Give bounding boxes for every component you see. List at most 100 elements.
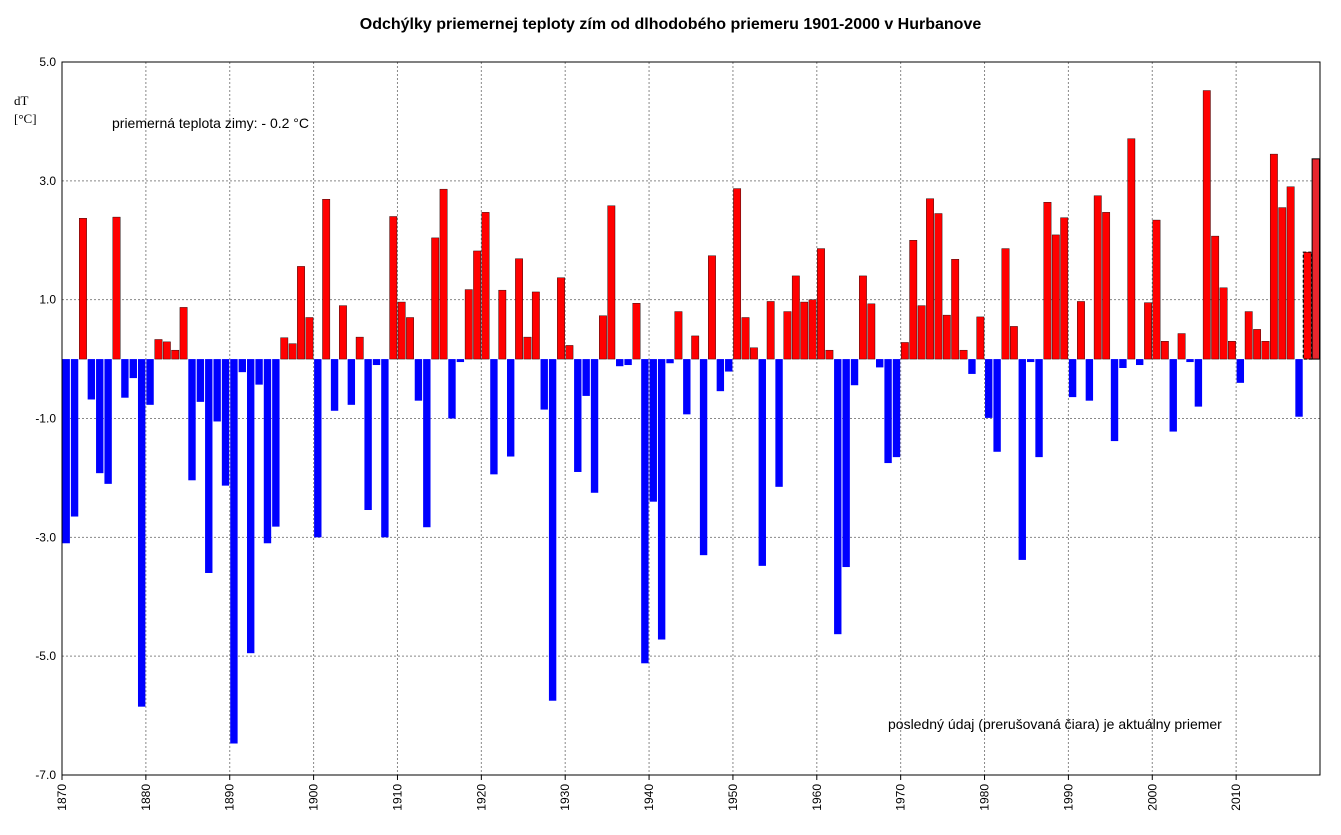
bar-1966 <box>867 303 876 360</box>
bar-1998 <box>1135 359 1144 366</box>
bar-1917 <box>456 359 465 363</box>
x-tick-label: 2000 <box>1145 784 1159 811</box>
bar-1921 <box>490 359 498 475</box>
bar-1919 <box>473 250 482 360</box>
y-tick-label: 1.0 <box>39 293 56 307</box>
y-tick-label: 5.0 <box>39 55 56 69</box>
bar-1961 <box>825 349 834 360</box>
bar-1896 <box>280 337 289 360</box>
bar-1965 <box>859 275 867 360</box>
x-tick-label: 1870 <box>55 784 69 811</box>
bar-1987 <box>1043 202 1052 360</box>
bar-1989 <box>1060 217 1069 360</box>
x-tick-label: 1920 <box>474 784 488 811</box>
x-tick-label: 1960 <box>810 784 824 811</box>
bar-1959 <box>808 299 817 360</box>
bar-1985 <box>1026 359 1035 363</box>
bar-1932 <box>582 359 590 396</box>
bar-1895 <box>272 359 280 527</box>
bar-1941 <box>657 359 666 640</box>
bar-1935 <box>607 205 616 360</box>
bar-1974 <box>934 213 943 360</box>
bar-2004 <box>1186 359 1194 363</box>
bar-1952 <box>750 347 758 360</box>
bar-1982 <box>1001 248 1010 360</box>
x-tick-label: 1940 <box>642 784 656 811</box>
bar-1872 <box>79 218 87 360</box>
bar-1874 <box>96 359 104 474</box>
y-axis-label-unit: [°C] <box>14 111 37 126</box>
bar-2010 <box>1236 359 1245 383</box>
x-tick-label: 1880 <box>139 784 153 811</box>
bar-1879 <box>137 359 146 707</box>
bar-2009 <box>1228 341 1236 360</box>
bar-2007 <box>1211 235 1220 360</box>
bar-1940 <box>649 359 657 502</box>
bar-1979 <box>976 316 985 360</box>
bar-1999 <box>1144 302 1152 360</box>
bar-1882 <box>162 341 171 360</box>
bar-series <box>62 90 1320 744</box>
x-tick-label: 1890 <box>223 784 237 811</box>
bar-1922 <box>498 289 507 360</box>
bar-1881 <box>154 339 163 360</box>
bar-1884 <box>179 307 188 360</box>
bar-1996 <box>1119 359 1127 368</box>
bar-1990 <box>1068 359 1077 398</box>
x-tick-label: 1900 <box>307 784 321 811</box>
bar-2008 <box>1219 287 1228 360</box>
bar-1926 <box>531 291 540 360</box>
bar-1963 <box>842 359 850 568</box>
bar-2006 <box>1202 90 1211 360</box>
bar-1893 <box>255 359 263 385</box>
bar-1901 <box>322 199 331 360</box>
bar-1930 <box>565 345 574 360</box>
bar-1903 <box>339 305 347 360</box>
bar-1977 <box>959 349 968 360</box>
bar-2018 <box>1303 251 1312 360</box>
y-axis-label: dT [°C] <box>14 92 37 128</box>
bar-1988 <box>1051 234 1060 360</box>
bar-1939 <box>641 359 649 664</box>
bar-1878 <box>129 359 137 379</box>
bar-1897 <box>288 343 297 360</box>
bar-1947 <box>708 255 716 360</box>
bar-1992 <box>1085 359 1094 401</box>
y-tick-labels: 5.0 3.0 1.0 -1.0 -3.0 -5.0 -7.0 <box>35 55 56 782</box>
last-value-annotation: posledný údaj (prerušovaná čiara) je akt… <box>888 716 1222 732</box>
bar-1908 <box>381 359 389 538</box>
bar-1902 <box>330 359 339 411</box>
bar-1914 <box>431 237 440 360</box>
chart-title: Odchýlky priemernej teploty zím od dlhod… <box>359 16 982 33</box>
bar-1905 <box>355 336 364 360</box>
bar-1936 <box>616 359 624 367</box>
y-tick-label: -5.0 <box>35 649 56 663</box>
bar-1885 <box>188 359 196 481</box>
bar-1942 <box>666 359 674 364</box>
bar-2019 <box>1311 158 1320 360</box>
bar-1973 <box>926 198 934 360</box>
bar-1994 <box>1102 212 1111 360</box>
bar-1883 <box>171 349 180 360</box>
bar-1986 <box>1035 359 1043 458</box>
bar-1891 <box>238 359 247 373</box>
bar-1950 <box>733 188 742 360</box>
bar-1887 <box>205 359 213 573</box>
bar-1991 <box>1077 301 1085 360</box>
bar-1898 <box>297 266 305 360</box>
bar-1951 <box>741 317 750 360</box>
mean-temperature-annotation: priemerná teplota zimy: - 0.2 °C <box>112 115 310 131</box>
bar-1913 <box>423 359 431 528</box>
bar-1915 <box>439 188 448 360</box>
x-tick-label: 1930 <box>558 784 572 811</box>
bar-1888 <box>213 359 221 422</box>
bar-1954 <box>766 301 775 360</box>
bar-1946 <box>699 359 708 556</box>
bar-2012 <box>1253 329 1261 360</box>
current-average-outline <box>1302 251 1313 360</box>
bar-1953 <box>758 359 766 566</box>
bar-1899 <box>305 317 314 360</box>
bar-2003 <box>1177 333 1186 360</box>
bar-1956 <box>783 311 792 360</box>
x-tick-label: 2010 <box>1229 784 1243 811</box>
